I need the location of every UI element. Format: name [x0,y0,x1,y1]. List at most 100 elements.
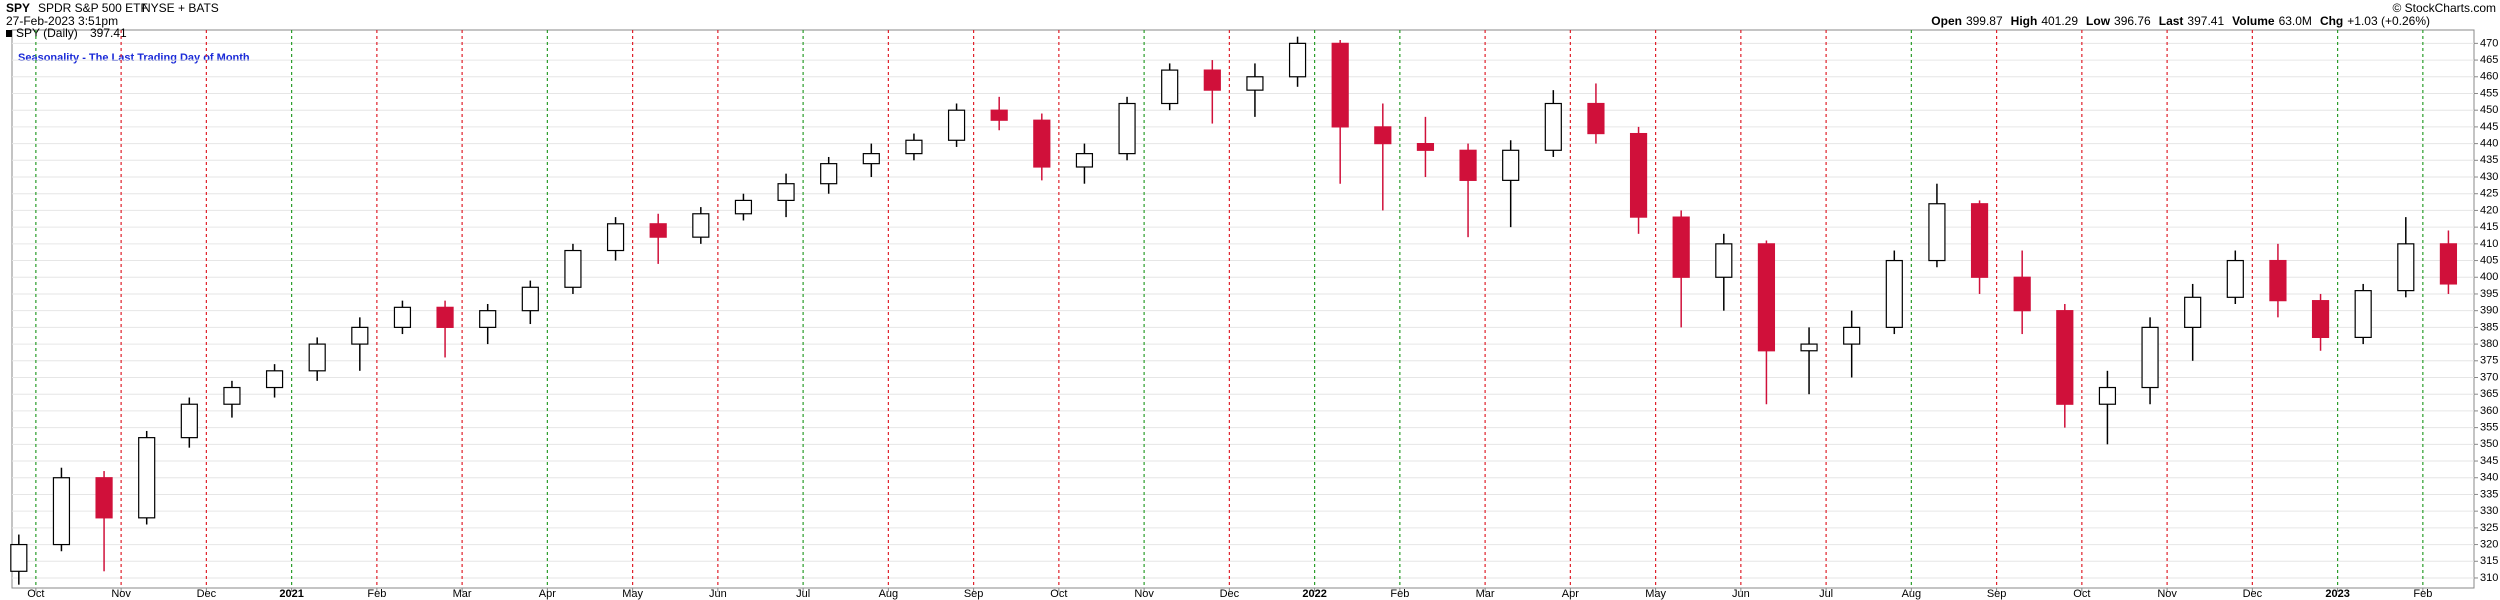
candle-body [2056,310,2074,405]
x-tick-label: Sep [1987,588,2007,600]
y-tick-label: 320 [2480,538,2498,550]
y-tick-label: 470 [2480,37,2498,49]
quote-value: +1.03 (+0.26%) [2347,14,2430,28]
candle-body [2226,259,2244,298]
y-tick-label: 375 [2480,355,2498,367]
candle-body [1075,153,1094,168]
symbol: SPY [6,1,30,15]
candle-body [265,370,284,389]
y-tick-label: 360 [2480,405,2498,417]
y-tick-label: 385 [2480,321,2498,333]
candle-body [692,213,710,238]
x-tick-label: Aug [879,588,899,600]
candle-body [2354,290,2372,339]
security-name: SPDR S&P 500 ETF [38,1,148,15]
candle-body [351,326,369,345]
quote-value: 396.76 [2114,14,2151,28]
y-tick-label: 425 [2480,188,2498,200]
x-tick-label: Oct [2073,588,2090,600]
quote-label: Low [2086,14,2111,28]
x-tick-label: May [622,588,643,600]
candle-body [479,310,497,328]
candle-body [862,153,880,165]
plot-frame [11,29,2475,589]
y-tick-label: 325 [2480,522,2498,534]
legend-icon [6,30,12,37]
y-tick-label: 410 [2480,238,2498,250]
y-tick-label: 350 [2480,438,2498,450]
x-tick-label: Mar [1476,588,1495,600]
y-tick-label: 395 [2480,288,2498,300]
x-tick-label: 2022 [1302,588,1326,600]
y-tick-label: 380 [2480,338,2498,350]
candle-body [1800,343,1818,352]
y-tick-label: 400 [2480,271,2498,283]
x-tick-label: Nov [1134,588,1154,600]
x-tick-label: Oct [27,588,44,600]
x-tick-label: Jun [1732,588,1750,600]
y-tick-label: 455 [2480,87,2498,99]
y-tick-label: 345 [2480,455,2498,467]
candle-body [905,139,923,155]
x-tick-label: 2023 [2325,588,2349,600]
y-tick-label: 415 [2480,221,2498,233]
candle-body [1459,149,1477,181]
x-tick-label: Dec [197,588,217,600]
candle-body [436,306,454,328]
candle-body [777,183,795,202]
candle-body [1715,243,1733,278]
y-tick-label: 340 [2480,472,2498,484]
x-tick-label: Jul [796,588,810,600]
y-tick-label: 390 [2480,305,2498,317]
candle-body [1928,203,1946,262]
y-tick-label: 435 [2480,154,2498,166]
candle-body [606,223,625,252]
candle-body [564,249,582,288]
chart-title: Seasonality - The Last Trading Day of Mo… [18,52,250,64]
candle-body [521,286,539,312]
x-tick-label: May [1645,588,1666,600]
quote-label: Last [2159,14,2184,28]
candle-body [1161,69,1179,105]
x-tick-label: Mar [453,588,472,600]
quote-value: 397.41 [2187,14,2224,28]
copyright: © StockCharts.com [2392,1,2496,15]
x-tick-label: Dec [2243,588,2263,600]
y-tick-label: 430 [2480,171,2498,183]
candle-body [1033,119,1051,168]
candle-body [10,543,28,572]
legend-value: 397.41 [90,26,127,40]
candle-body [223,386,241,405]
candle-body [1757,243,1776,352]
candle-body [2311,300,2330,339]
exchange: NYSE + BATS [142,1,219,15]
candle-body [1203,69,1221,91]
candle-body [52,477,71,546]
candle-body [820,163,838,185]
candle-body [734,199,753,215]
y-tick-label: 330 [2480,505,2498,517]
candle-body [649,223,667,238]
quote-label: High [2011,14,2038,28]
candle-body [2269,259,2287,302]
candle-body [1629,132,1648,218]
candle-body [1843,326,1861,345]
y-tick-label: 310 [2480,572,2498,584]
x-tick-label: Nov [2157,588,2177,600]
candle-body [393,306,412,328]
candle-body [1544,102,1562,151]
y-tick-label: 365 [2480,388,2498,400]
quote-value: 63.0M [2279,14,2312,28]
legend-label: SPY (Daily) [16,26,78,40]
y-tick-label: 465 [2480,54,2498,66]
quote-value: 401.29 [2041,14,2078,28]
quote-value: 399.87 [1966,14,2003,28]
x-tick-label: Jul [1819,588,1833,600]
x-tick-label: Jun [709,588,727,600]
x-tick-label: 2021 [279,588,303,600]
candle-body [990,109,1008,121]
y-tick-label: 405 [2480,254,2498,266]
candle-body [2141,326,2159,389]
